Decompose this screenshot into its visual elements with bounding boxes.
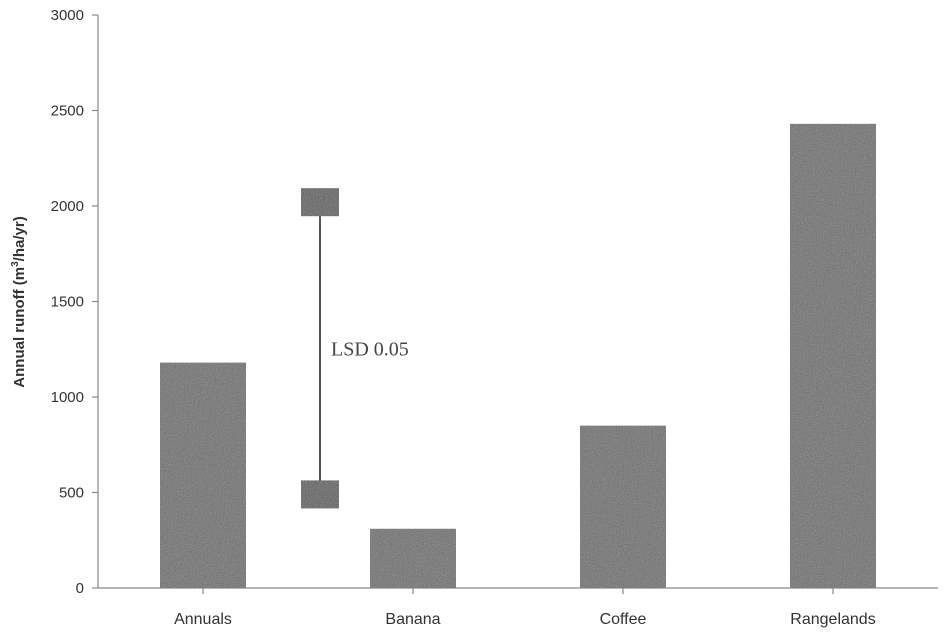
y-tick-label: 2500 [51, 103, 84, 120]
y-tick-label: 1500 [51, 294, 84, 311]
y-tick-label: 2000 [51, 198, 84, 215]
x-tick-labels: Annuals Banana Coffee Rangelands [174, 588, 876, 628]
bar-banana [370, 528, 456, 588]
y-axis-label-superscript: 3 [10, 261, 21, 267]
y-axis-label: Annual runoff (m3/ha/yr) [10, 216, 28, 387]
bars [160, 123, 876, 589]
lsd-cap-high [301, 188, 339, 217]
lsd-label: LSD 0.05 [331, 338, 409, 360]
y-tick-label: 0 [76, 580, 84, 597]
y-ticks: 0 500 1000 1500 2000 2500 3000 [51, 7, 98, 597]
y-tick-label: 3000 [51, 7, 84, 24]
bar-annuals [160, 362, 246, 588]
bar-coffee [580, 425, 666, 588]
y-tick-label: 1000 [51, 389, 84, 406]
x-tick-label-coffee: Coffee [600, 611, 647, 628]
lsd-error-bar: LSD 0.05 [301, 188, 409, 509]
x-tick-label-banana: Banana [385, 611, 440, 628]
lsd-cap-low [301, 480, 339, 509]
x-tick-label-annuals: Annuals [174, 611, 232, 628]
bar-rangelands [790, 123, 876, 589]
x-tick-label-rangelands: Rangelands [790, 611, 875, 628]
y-tick-label: 500 [59, 485, 84, 502]
